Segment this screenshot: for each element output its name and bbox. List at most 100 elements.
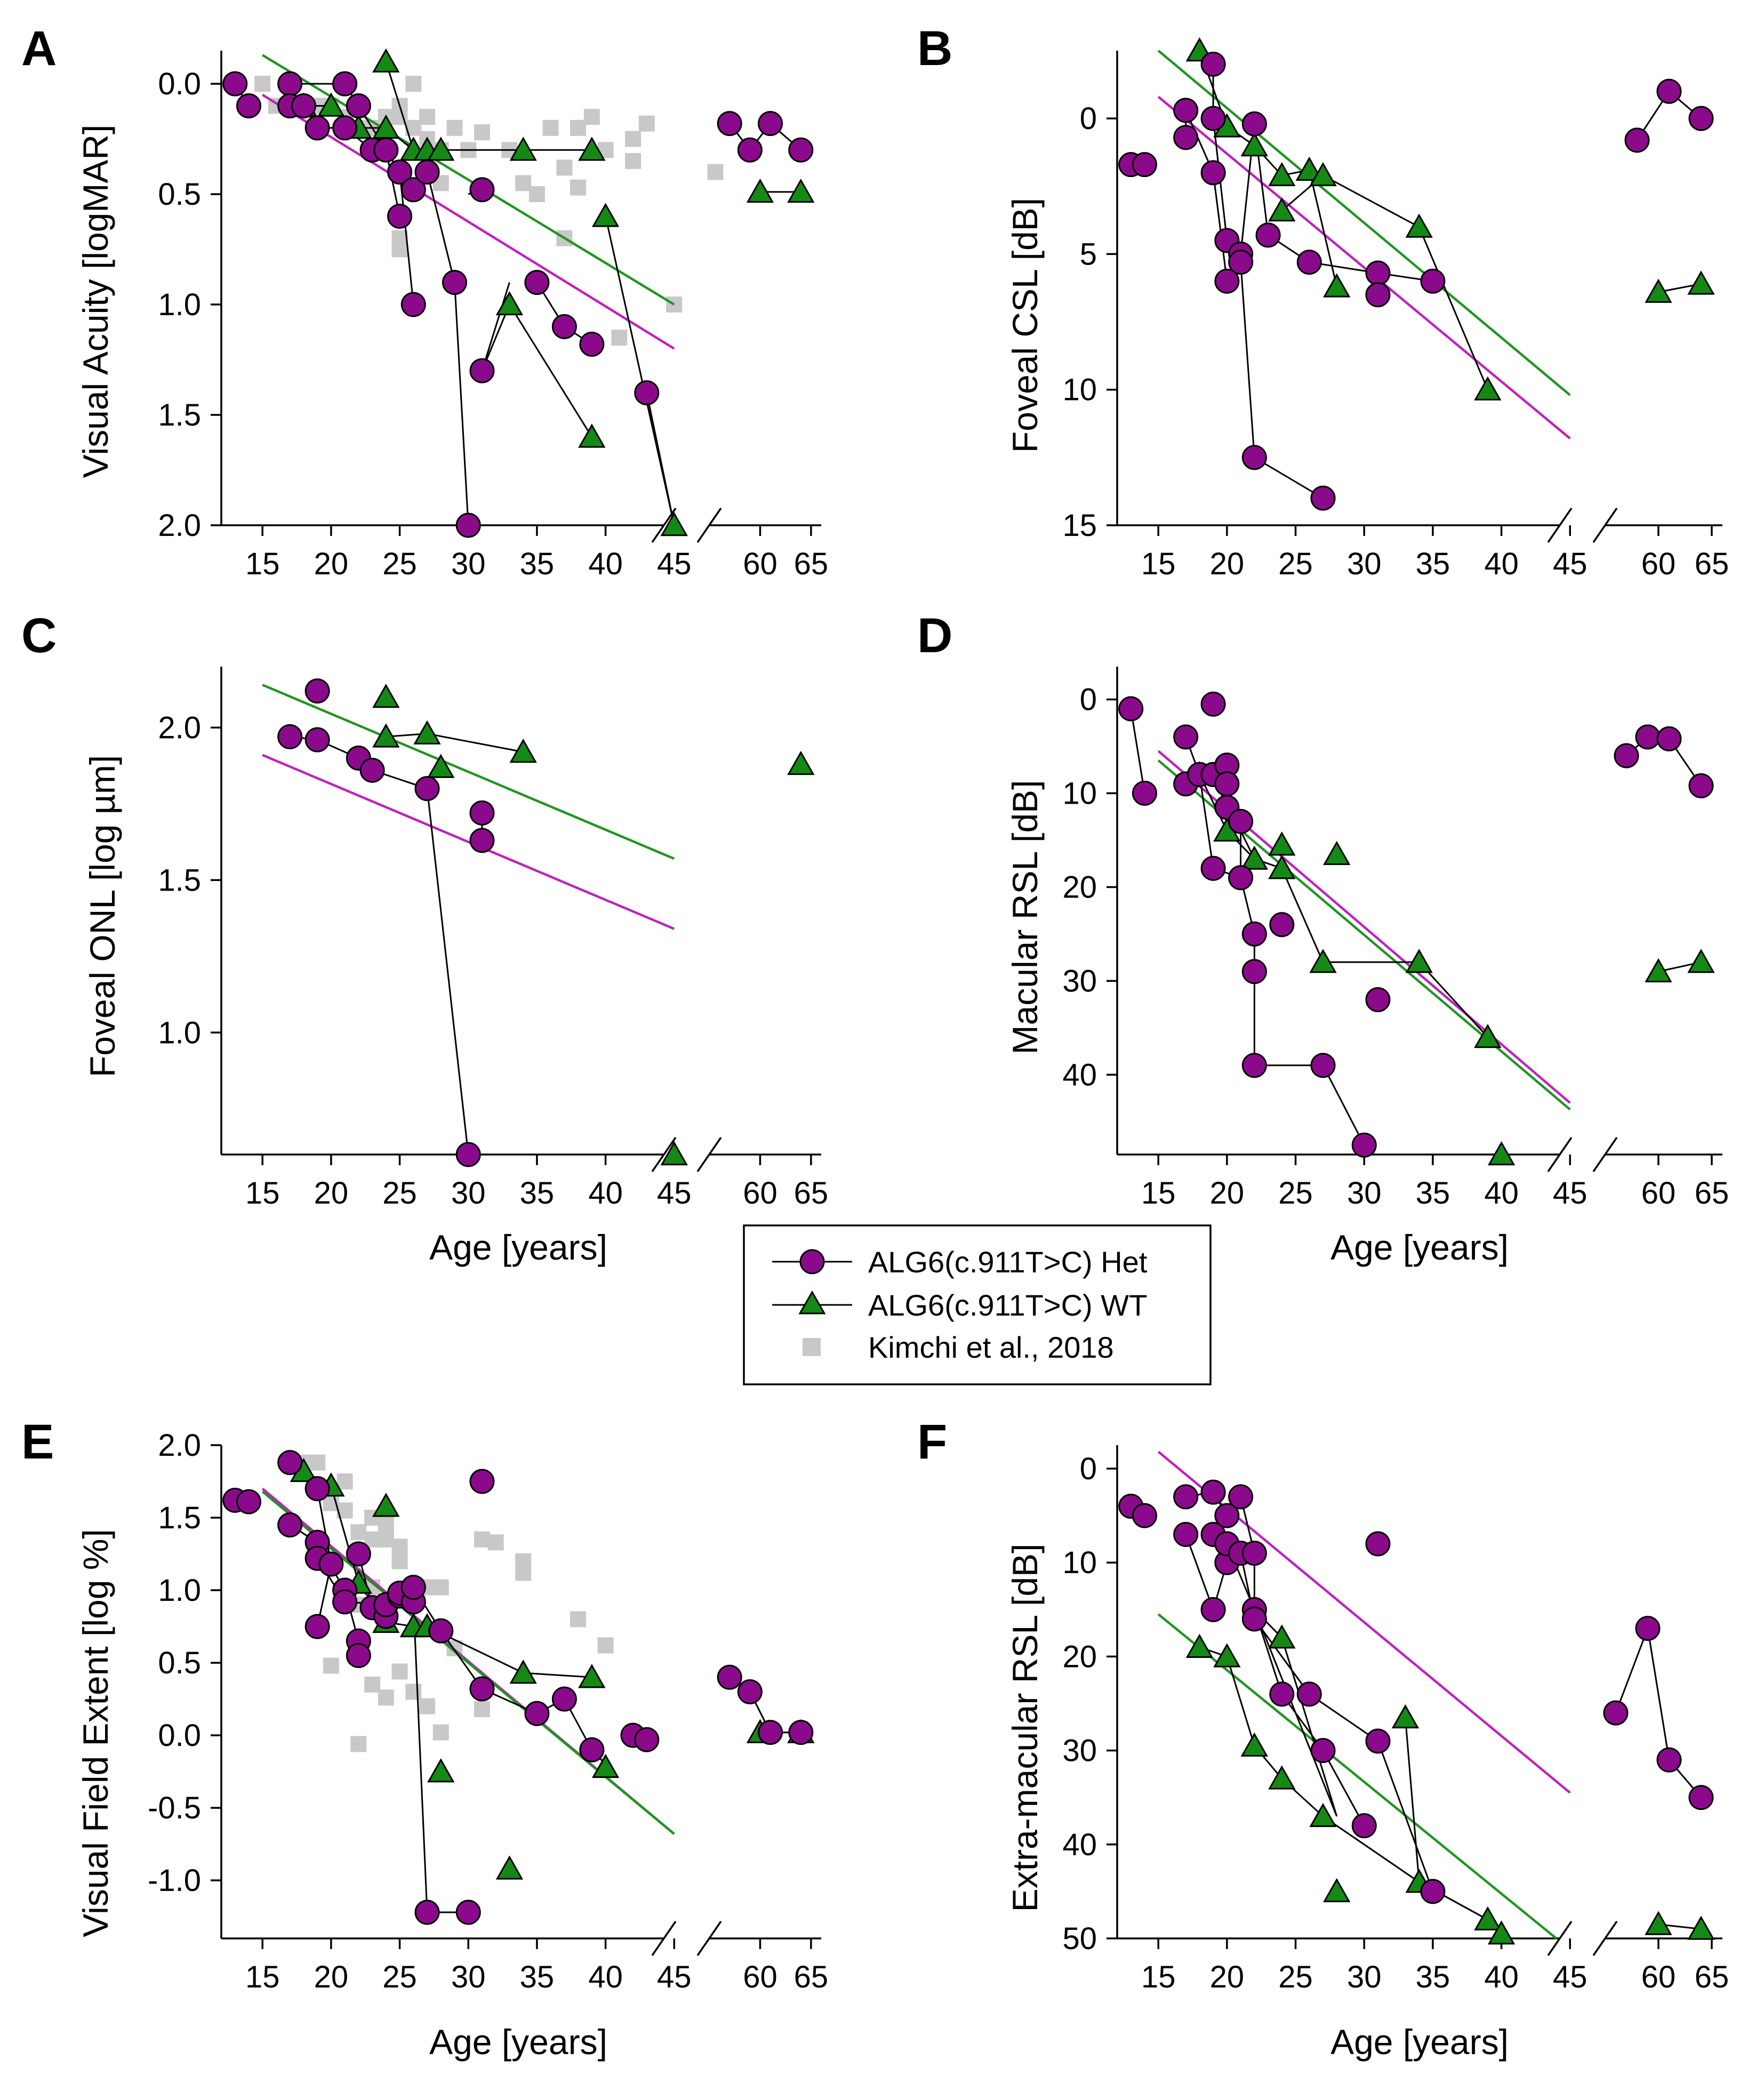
het-point bbox=[346, 1541, 371, 1567]
kimchi-point bbox=[364, 1676, 381, 1693]
x-tick-label-f: 25 bbox=[1278, 1960, 1313, 1994]
het-connector bbox=[1130, 708, 1145, 793]
wt-point bbox=[372, 1493, 400, 1517]
y-tick-label-b: 5 bbox=[1080, 237, 1097, 271]
het-point bbox=[1200, 1597, 1226, 1622]
y-tick-label-a: 0.5 bbox=[158, 177, 201, 212]
het-point bbox=[1269, 912, 1295, 937]
x-tick-label-b: 15 bbox=[1141, 547, 1176, 581]
legend-wt-label: ALG6(c.911T>C) WT bbox=[868, 1288, 1147, 1322]
x-tick-label-a: 60 bbox=[743, 547, 777, 581]
wt-point bbox=[787, 750, 815, 775]
legend-entry-wt: ALG6(c.911T>C) WT bbox=[772, 1288, 1147, 1322]
het-point bbox=[1624, 127, 1650, 153]
kimchi-point bbox=[391, 1663, 408, 1680]
het-point bbox=[346, 93, 371, 118]
x-tick-label-f: 15 bbox=[1141, 1960, 1176, 1994]
het-point bbox=[1241, 1053, 1267, 1078]
x-tick-label-f: 60 bbox=[1641, 1960, 1676, 1994]
het-point bbox=[1255, 222, 1281, 248]
x-tick-label-e: 25 bbox=[382, 1960, 417, 1994]
het-point bbox=[1132, 1503, 1157, 1528]
x-tick-label-f: 45 bbox=[1553, 1960, 1587, 1994]
kimchi-point bbox=[419, 1698, 436, 1714]
het-point bbox=[304, 115, 330, 141]
wt-point bbox=[427, 1758, 455, 1783]
wt-point bbox=[660, 1141, 688, 1166]
het-connector bbox=[413, 170, 469, 526]
y-tick-label-d: 20 bbox=[1062, 870, 1097, 905]
axis-break-mark-e bbox=[651, 1921, 722, 1956]
x-tick-label-d: 60 bbox=[1641, 1176, 1676, 1211]
x-tick-label-a: 65 bbox=[794, 547, 829, 581]
y-axis-title-f: Extra-macular RSL [dB] bbox=[1005, 1544, 1045, 1912]
wt-point bbox=[495, 291, 524, 316]
het-point bbox=[1614, 743, 1639, 768]
wt-point bbox=[509, 739, 537, 763]
y-tick-label-d: 40 bbox=[1062, 1057, 1097, 1092]
het-point bbox=[737, 137, 763, 163]
axis-break-mark-d bbox=[1547, 1137, 1618, 1172]
het-point bbox=[1173, 724, 1199, 750]
wt-fit-line bbox=[262, 684, 675, 860]
panel-label-a: A bbox=[21, 21, 57, 76]
het-point bbox=[222, 71, 248, 97]
wt-point bbox=[1391, 1704, 1420, 1729]
x-axis-title-f: Age [years] bbox=[1330, 2022, 1509, 2062]
x-tick-label-b: 25 bbox=[1278, 547, 1313, 581]
het-point bbox=[387, 159, 413, 185]
x-tick-label-a: 40 bbox=[588, 547, 623, 581]
wt-point bbox=[1405, 949, 1433, 973]
legend-het-label: ALG6(c.911T>C) Het bbox=[868, 1245, 1148, 1279]
x-tick-label-b: 60 bbox=[1641, 547, 1676, 581]
y-tick-label-e: -0.5 bbox=[148, 1791, 201, 1825]
y-tick-label-f: 30 bbox=[1062, 1734, 1097, 1768]
het-point bbox=[1173, 125, 1199, 150]
het-point bbox=[1214, 268, 1240, 294]
wt-point bbox=[427, 754, 455, 778]
plot-area-d: 15 20 25 30 35 40 45 60 65 0 10 20 30 40 bbox=[1062, 667, 1729, 1211]
het-point bbox=[469, 177, 495, 203]
y-tick-label-e: 2.0 bbox=[158, 1428, 201, 1463]
het-point bbox=[551, 314, 577, 339]
y-tick-label-a: 2.0 bbox=[158, 508, 201, 543]
het-point bbox=[455, 1899, 481, 1925]
wt-point bbox=[1487, 1920, 1516, 1945]
x-tick-label-f: 30 bbox=[1347, 1960, 1382, 1994]
het-point bbox=[414, 776, 440, 801]
y-tick-label-f: 50 bbox=[1062, 1921, 1097, 1956]
het-point bbox=[442, 270, 467, 295]
het-point bbox=[359, 757, 385, 783]
legend-het-marker bbox=[799, 1249, 825, 1275]
het-point bbox=[1365, 282, 1391, 308]
kimchi-point bbox=[432, 1579, 449, 1596]
het-point bbox=[634, 1727, 660, 1752]
het-point bbox=[1241, 921, 1267, 947]
x-tick-label-a: 25 bbox=[382, 547, 417, 581]
plot-area-f: 15 20 25 30 35 40 45 60 65 0 10 20 30 40 50 bbox=[1062, 1445, 1729, 1994]
het-point bbox=[1228, 808, 1254, 834]
x-tick-label-d: 35 bbox=[1416, 1176, 1450, 1211]
het-connector bbox=[290, 736, 469, 1155]
het-point bbox=[236, 1489, 261, 1514]
panel-e: E Visual Field Extent [log %] Age [years… bbox=[21, 1415, 828, 2062]
y-axis-title-d: Macular RSL [dB] bbox=[1005, 780, 1045, 1055]
x-tick-label-e: 45 bbox=[657, 1960, 692, 1994]
x-tick-label-e: 30 bbox=[451, 1960, 486, 1994]
wt-point bbox=[1687, 270, 1715, 295]
het-point bbox=[400, 292, 426, 317]
panel-b: B Foveal CSL [dB] 15 20 25 30 35 40 45 60 65 0 5 10… bbox=[917, 21, 1729, 581]
axis-break-mark-f bbox=[1547, 1921, 1618, 1956]
het-point bbox=[1603, 1700, 1629, 1726]
het-point bbox=[1118, 696, 1144, 722]
kimchi-point bbox=[323, 1657, 339, 1674]
het-point bbox=[1241, 1541, 1267, 1566]
het-point bbox=[469, 358, 495, 383]
x-tick-label-f: 20 bbox=[1210, 1960, 1245, 1994]
het-point bbox=[1310, 1738, 1336, 1764]
het-point bbox=[455, 512, 481, 538]
kimchi-point bbox=[405, 76, 422, 92]
x-tick-label-a: 30 bbox=[451, 547, 486, 581]
y-tick-label-e: 0.0 bbox=[158, 1718, 201, 1753]
